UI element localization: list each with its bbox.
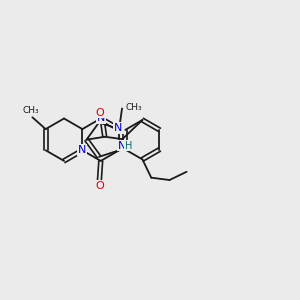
Text: N: N — [78, 145, 87, 155]
Text: H: H — [125, 141, 133, 151]
Text: N: N — [118, 141, 126, 151]
Text: O: O — [95, 108, 104, 118]
Text: O: O — [95, 181, 103, 191]
Text: CH₃: CH₃ — [126, 103, 142, 112]
Text: CH₃: CH₃ — [22, 106, 39, 115]
Text: N: N — [97, 113, 105, 124]
Text: N: N — [114, 123, 123, 133]
